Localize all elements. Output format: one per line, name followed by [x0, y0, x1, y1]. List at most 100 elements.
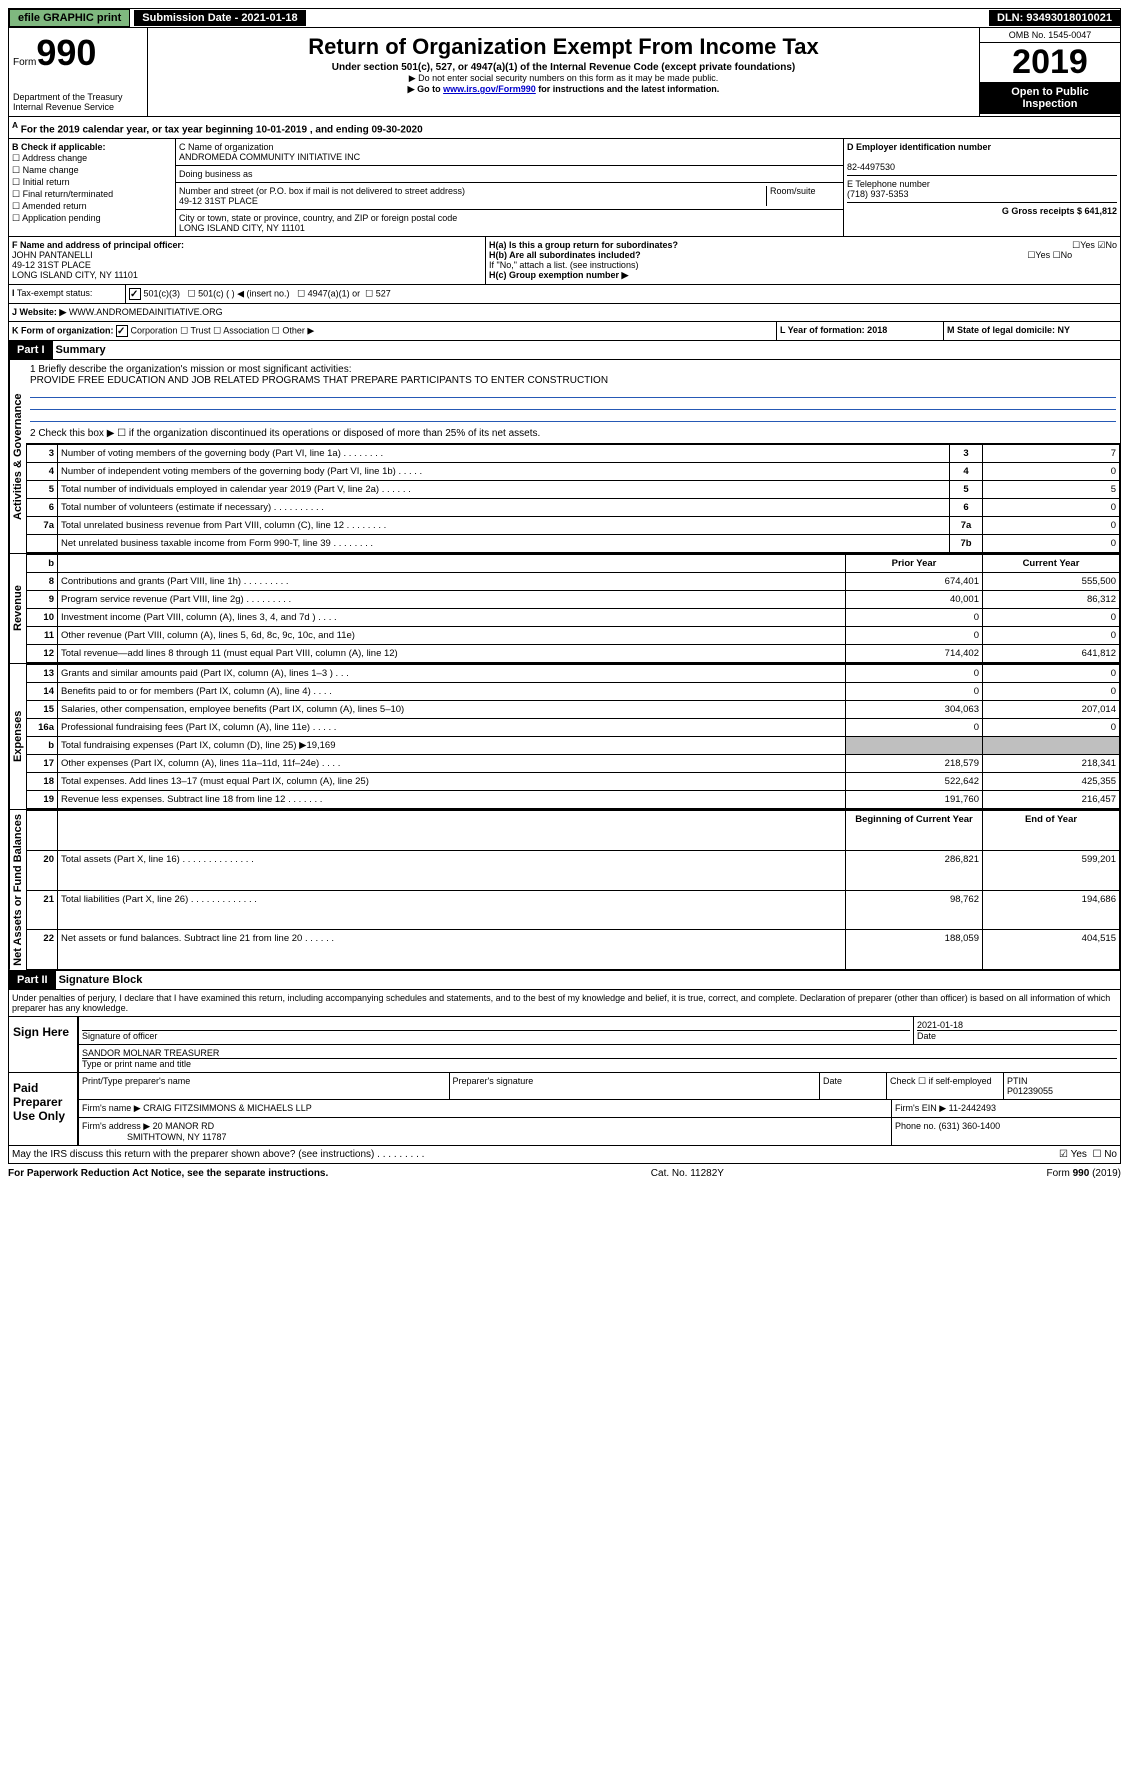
phone-val: (718) 937-5353	[847, 189, 909, 199]
website-label: Website: ▶	[20, 307, 67, 317]
q1-label: 1 Briefly describe the organization's mi…	[30, 364, 1116, 375]
discuss-yes[interactable]: ☑ Yes	[1059, 1149, 1087, 1160]
hb-label: H(b) Are all subordinates included?	[489, 250, 641, 260]
part1-header: Part I Summary	[8, 341, 1121, 360]
discuss-text: May the IRS discuss this return with the…	[12, 1149, 1059, 1160]
chk-corp[interactable]	[116, 325, 128, 337]
firm-phone-label: Phone no.	[895, 1121, 936, 1131]
discuss-row: May the IRS discuss this return with the…	[8, 1146, 1121, 1164]
firm-city: SMITHTOWN, NY 11787	[127, 1132, 227, 1142]
hc-label: H(c) Group exemption number ▶	[489, 270, 628, 280]
sign-here-block: Sign Here Signature of officer 2021-01-1…	[8, 1017, 1121, 1073]
discuss-no[interactable]: ☐ No	[1092, 1149, 1117, 1160]
tax-status-label: Tax-exempt status:	[17, 288, 93, 298]
title-block: Return of Organization Exempt From Incom…	[148, 28, 979, 116]
chk-pending[interactable]: ☐ Application pending	[12, 213, 172, 224]
period-text: For the 2019 calendar year, or tax year …	[21, 124, 423, 135]
website-val: WWW.ANDROMEDAINITIATIVE.ORG	[69, 307, 223, 317]
footer-form: 990	[1073, 1168, 1090, 1179]
section-bcd: B Check if applicable: ☐ Address change …	[8, 139, 1121, 237]
tax-year: 2019	[980, 43, 1120, 82]
revenue-section: Revenue bPrior YearCurrent Year8Contribu…	[8, 554, 1121, 664]
chk-501c3[interactable]	[129, 288, 141, 300]
side-activities: Activities & Governance	[9, 360, 26, 553]
addr-label: Number and street (or P.O. box if mail i…	[179, 186, 465, 196]
officer-name: JOHN PANTANELLI	[12, 250, 93, 260]
section-i: I Tax-exempt status: 501(c)(3) ☐ 501(c) …	[8, 285, 1121, 304]
box-deg: D Employer identification number82-44975…	[844, 139, 1120, 236]
firm-addr: 20 MANOR RD	[153, 1121, 215, 1131]
part2-header: Part II Signature Block	[8, 971, 1121, 990]
prep-date-label: Date	[820, 1073, 887, 1099]
gross-receipts: G Gross receipts $ 641,812	[1002, 206, 1117, 216]
part1-body: Activities & Governance 1 Briefly descri…	[8, 360, 1121, 554]
governance-table: 3Number of voting members of the governi…	[26, 444, 1120, 553]
box-c: C Name of organizationANDROMEDA COMMUNIT…	[176, 139, 844, 236]
officer-name-label: Type or print name and title	[82, 1058, 1117, 1069]
part2-badge: Part II	[9, 971, 56, 989]
form-title: Return of Organization Exempt From Incom…	[152, 34, 975, 60]
expenses-table: 13Grants and similar amounts paid (Part …	[26, 664, 1120, 809]
top-bar: efile GRAPHIC print Submission Date - 20…	[8, 8, 1121, 28]
street-addr: 49-12 31ST PLACE	[179, 196, 258, 206]
side-net: Net Assets or Fund Balances	[9, 810, 26, 970]
period-row: A For the 2019 calendar year, or tax yea…	[8, 117, 1121, 139]
firm-label: Firm's name ▶	[82, 1103, 141, 1113]
pra-notice: For Paperwork Reduction Act Notice, see …	[8, 1168, 328, 1179]
firm-name: CRAIG FITZSIMMONS & MICHAELS LLP	[143, 1103, 312, 1113]
chk-address[interactable]: ☐ Address change	[12, 153, 172, 164]
box-b: B Check if applicable: ☐ Address change …	[9, 139, 176, 236]
part2-title: Signature Block	[56, 971, 146, 989]
dept-label: Department of the Treasury Internal Reve…	[13, 92, 143, 112]
side-revenue: Revenue	[9, 554, 26, 663]
cat-no: Cat. No. 11282Y	[651, 1168, 724, 1179]
section-klm: K Form of organization: Corporation ☐ Tr…	[8, 322, 1121, 341]
year-block: OMB No. 1545-0047 2019 Open to Public In…	[979, 28, 1120, 116]
self-emp-label: Check ☐ if self-employed	[887, 1073, 1004, 1099]
q2-label: 2 Check this box ▶ ☐ if the organization…	[30, 428, 1116, 439]
ein-label: D Employer identification number	[847, 142, 991, 152]
mission-text: PROVIDE FREE EDUCATION AND JOB RELATED P…	[30, 375, 1116, 386]
chk-initial[interactable]: ☐ Initial return	[12, 177, 172, 188]
phone-label: E Telephone number	[847, 179, 930, 189]
hb-note: If "No," attach a list. (see instruction…	[489, 260, 1117, 270]
officer-addr2: LONG ISLAND CITY, NY 11101	[12, 270, 138, 280]
ptin-val: P01239055	[1007, 1086, 1053, 1096]
form-number: 990	[36, 32, 96, 73]
net-table: Beginning of Current YearEnd of Year20To…	[26, 810, 1120, 970]
paid-label: Paid Preparer Use Only	[9, 1073, 77, 1145]
efile-btn[interactable]: efile GRAPHIC print	[9, 9, 130, 27]
chk-amended[interactable]: ☐ Amended return	[12, 201, 172, 212]
dba-label: Doing business as	[176, 166, 843, 183]
section-fh: F Name and address of principal officer:…	[8, 237, 1121, 285]
city-val: LONG ISLAND CITY, NY 11101	[179, 223, 305, 233]
chk-name[interactable]: ☐ Name change	[12, 165, 172, 176]
net-section: Net Assets or Fund Balances Beginning of…	[8, 810, 1121, 971]
form-label: Form	[13, 57, 36, 68]
part1-title: Summary	[53, 341, 109, 359]
sig-date-label: Date	[917, 1030, 1117, 1041]
form-org-label: K Form of organization:	[12, 326, 114, 336]
org-label: C Name of organization	[179, 142, 274, 152]
chk-final[interactable]: ☐ Final return/terminated	[12, 189, 172, 200]
org-name: ANDROMEDA COMMUNITY INITIATIVE INC	[179, 152, 360, 162]
room-label: Room/suite	[766, 186, 840, 206]
firm-ein-label: Firm's EIN ▶	[895, 1103, 946, 1113]
dln: DLN: 93493018010021	[989, 10, 1120, 26]
state-domicile: M State of legal domicile: NY	[947, 325, 1070, 335]
paid-preparer-block: Paid Preparer Use Only Print/Type prepar…	[8, 1073, 1121, 1146]
prep-sig-label: Preparer's signature	[450, 1073, 821, 1099]
irs-link[interactable]: www.irs.gov/Form990	[443, 84, 536, 94]
ptin-label: PTIN	[1007, 1076, 1028, 1086]
box-f: F Name and address of principal officer:…	[9, 237, 486, 284]
submission-date: Submission Date - 2021-01-18	[134, 10, 305, 26]
ha-label: H(a) Is this a group return for subordin…	[489, 240, 678, 250]
sig-date: 2021-01-18	[917, 1020, 963, 1030]
open-to-public: Open to Public Inspection	[980, 82, 1120, 114]
officer-addr1: 49-12 31ST PLACE	[12, 260, 91, 270]
side-expenses: Expenses	[9, 664, 26, 809]
expenses-section: Expenses 13Grants and similar amounts pa…	[8, 664, 1121, 810]
officer-typed-name: SANDOR MOLNAR TREASURER	[82, 1048, 219, 1058]
footer: For Paperwork Reduction Act Notice, see …	[8, 1164, 1121, 1183]
revenue-table: bPrior YearCurrent Year8Contributions an…	[26, 554, 1120, 663]
